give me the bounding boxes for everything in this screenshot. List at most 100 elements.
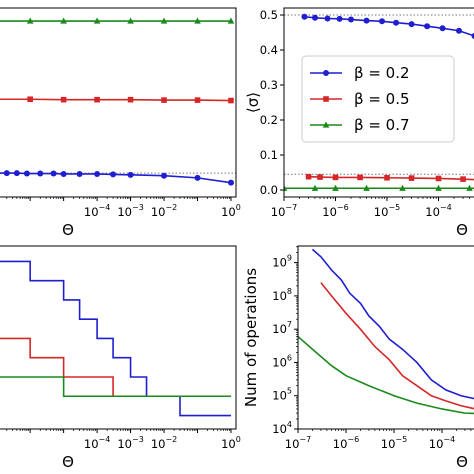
series-0-point <box>94 170 101 177</box>
x-tick-label: 10−6 <box>333 435 359 451</box>
legend: β = 0.2 β = 0.5 β = 0.7 <box>301 55 455 143</box>
legend-box <box>301 55 455 143</box>
series-0-point <box>3 170 10 177</box>
x-axis: 10−4 10−3 10−2 100 <box>6 197 241 219</box>
x-axis: 10−7 10−6 10−5 10−4 <box>285 429 472 451</box>
series-1-point <box>127 96 134 103</box>
series-0-point <box>110 171 117 178</box>
series-1-line <box>320 282 474 410</box>
series-1-point <box>408 175 415 181</box>
series-1-point <box>305 173 312 180</box>
y-axis-label: ⟨σ⟩ <box>244 92 262 113</box>
series-0-point <box>37 170 44 177</box>
x-tick-label: 10−3 <box>117 203 143 219</box>
series-2-point <box>284 184 288 191</box>
x-tick-label: 10−7 <box>271 203 297 219</box>
series-1-line <box>0 98 231 102</box>
x-tick-label: 10−4 <box>84 203 110 219</box>
series-2-point <box>363 184 370 191</box>
series-0-line <box>311 248 474 400</box>
series-2-point <box>227 17 235 24</box>
x-tick-label: 10−2 <box>151 203 177 219</box>
series-0-point <box>336 15 343 22</box>
x-axis-label: Θ <box>62 221 74 239</box>
series-0-line <box>0 260 231 417</box>
series-2-point <box>93 17 101 24</box>
plot-area <box>0 260 231 417</box>
series-1-line <box>0 337 141 398</box>
x-tick-label: 10−3 <box>117 435 143 451</box>
series-0-point <box>363 17 370 24</box>
series-1-point <box>27 96 33 103</box>
y-tick-label: 106 <box>272 353 292 369</box>
y-tick-label: 0.0 <box>260 183 278 197</box>
series-2-point <box>311 184 319 191</box>
series-2-point <box>332 184 339 191</box>
y-tick-label: 104 <box>272 420 292 436</box>
x-tick-label: 10−5 <box>381 435 407 451</box>
axes-frame <box>0 7 237 198</box>
x-axis-label: Θ <box>456 453 468 471</box>
y-tick-label: 0.1 <box>260 148 278 162</box>
legend-marker-1 <box>323 96 329 102</box>
series-0-point <box>161 172 168 179</box>
x-tick-label: 10−6 <box>322 203 348 219</box>
y-tick-label: 0.5 <box>260 8 278 22</box>
series-0-point <box>13 170 20 177</box>
x-tick-label: 100 <box>221 203 241 219</box>
chart-panel-top-left: 10−4 10−3 10−2 100 Θ <box>0 7 241 239</box>
series-2-point <box>194 17 201 24</box>
series-0-point <box>324 15 331 22</box>
series-0-point <box>312 14 319 21</box>
series-0-point <box>348 16 355 23</box>
legend-marker-0 <box>323 70 329 76</box>
series-2-point <box>160 17 168 24</box>
series-0-point <box>76 170 83 177</box>
series-1-point <box>317 174 323 180</box>
y-tick-label: 0.2 <box>260 113 278 127</box>
x-tick-label: 10−4 <box>425 203 451 219</box>
x-axis: 10−7 10−6 10−5 10−4 <box>271 197 470 219</box>
axes-frame <box>0 245 237 430</box>
series-1-point <box>460 176 466 182</box>
y-tick-label: 0.3 <box>260 78 278 92</box>
x-tick-label: 10−5 <box>374 203 400 219</box>
series-0-point <box>194 174 201 181</box>
series-2-point <box>26 17 34 24</box>
y-tick-label: 105 <box>272 387 292 403</box>
series-1-point <box>228 97 234 104</box>
chart-panel-bottom-left: 10−4 10−3 10−2 100 Θ <box>0 245 241 471</box>
series-1-point <box>357 174 363 181</box>
series-0-point <box>471 33 474 39</box>
series-2-point <box>435 184 442 191</box>
series-2-line <box>298 335 474 415</box>
series-0-point <box>301 13 308 20</box>
y-axis-label: Num of operations <box>242 268 260 407</box>
series-0-point <box>23 170 30 177</box>
y-axis: 0.0 0.1 0.2 0.3 0.4 0.5 <box>260 8 284 197</box>
series-0-point <box>455 27 462 34</box>
series-0-point <box>439 25 446 32</box>
series-0-point <box>408 21 415 28</box>
series-0-point <box>424 23 431 30</box>
series-1-point <box>60 96 67 103</box>
x-tick-label: 10−4 <box>84 435 110 451</box>
y-axis: 104 105 106 107 108 109 <box>272 246 298 436</box>
series-0-point <box>227 179 234 186</box>
x-tick-label: 100 <box>221 435 241 451</box>
series-1-point <box>161 97 167 103</box>
series-1-point <box>332 174 339 181</box>
series-2-point <box>60 17 67 24</box>
y-tick-label: 109 <box>272 254 292 270</box>
y-tick-label: 108 <box>272 287 292 303</box>
series-2-point <box>399 184 406 191</box>
plot-area <box>298 248 474 415</box>
legend-entry-2: β = 0.7 <box>354 116 410 134</box>
x-axis-label: Θ <box>456 221 468 239</box>
x-tick-label: 10−7 <box>285 435 311 451</box>
legend-entry-1: β = 0.5 <box>354 90 410 108</box>
series-1-point <box>194 97 201 103</box>
series-0-point <box>393 19 400 26</box>
y-tick-label: 0.4 <box>260 43 278 57</box>
